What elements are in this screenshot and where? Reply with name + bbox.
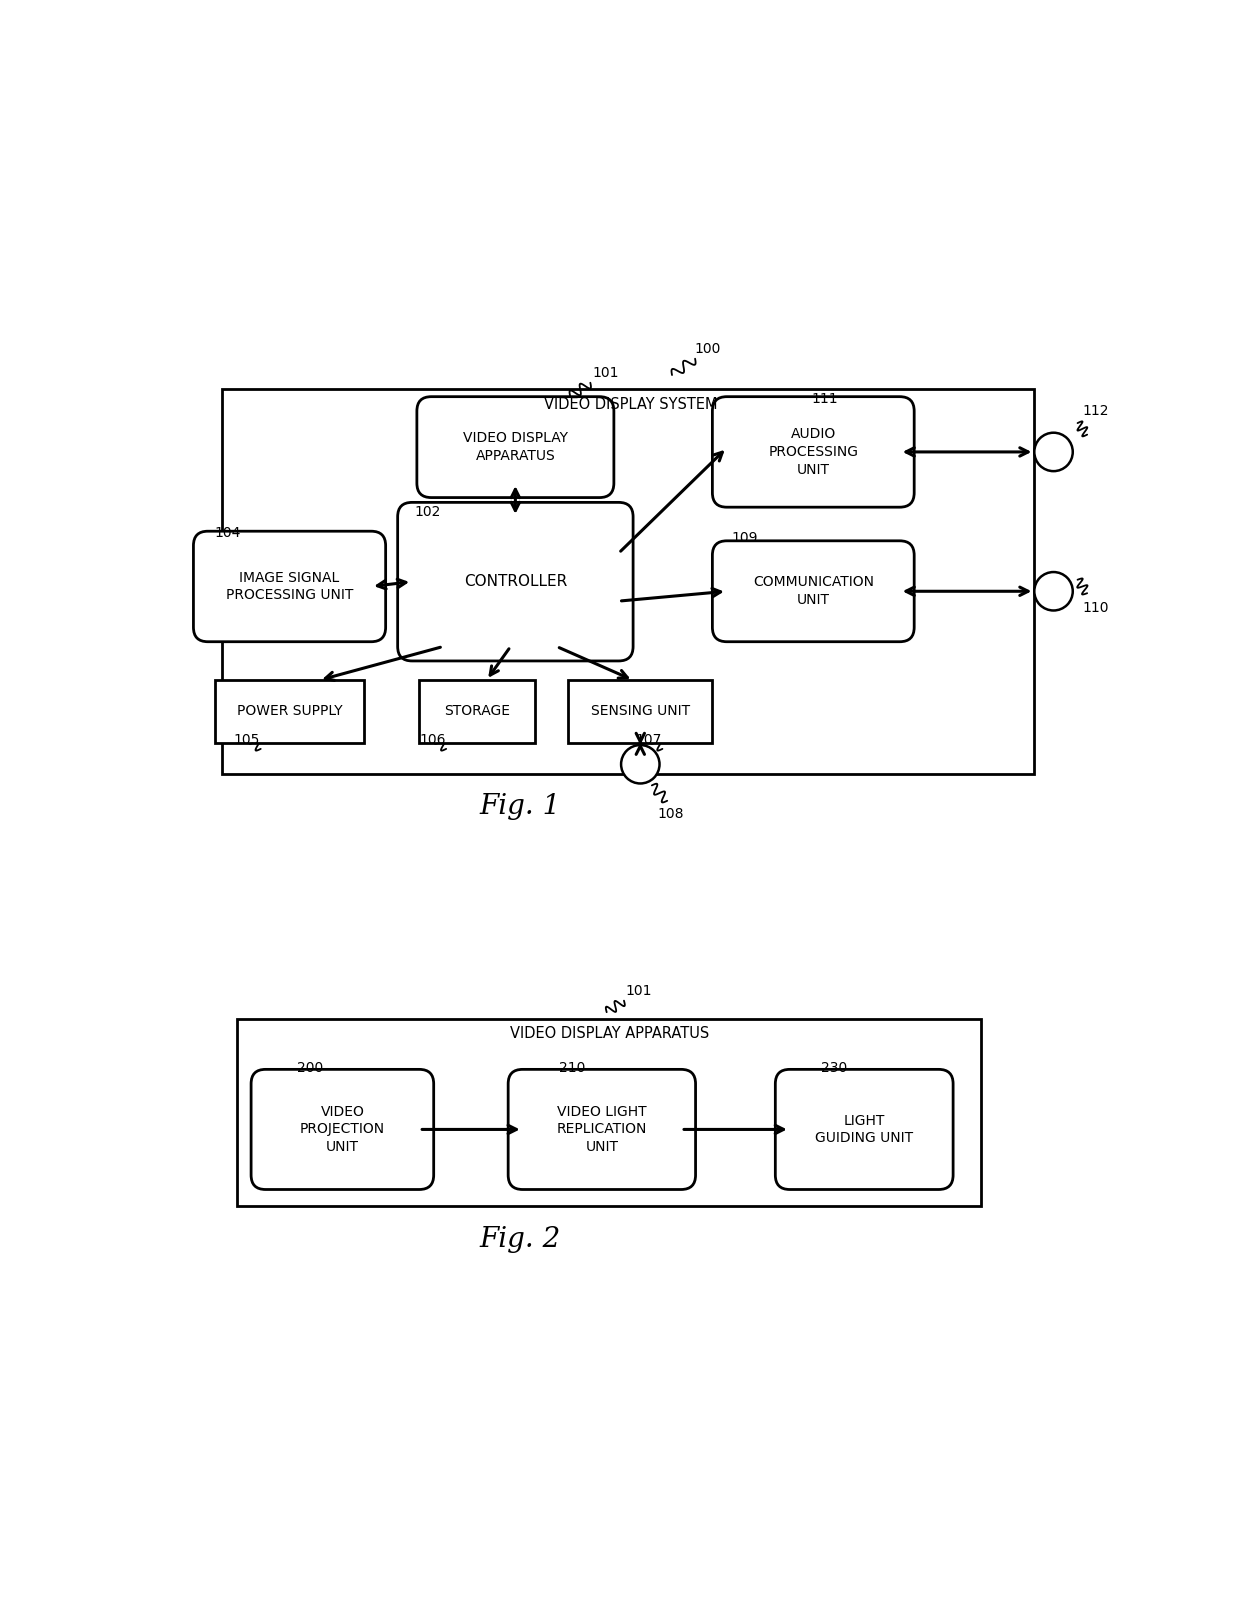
Circle shape <box>1034 572 1073 611</box>
Text: VIDEO DISPLAY SYSTEM: VIDEO DISPLAY SYSTEM <box>544 397 718 413</box>
Text: SENSING UNIT: SENSING UNIT <box>590 705 689 718</box>
Text: VIDEO
PROJECTION
UNIT: VIDEO PROJECTION UNIT <box>300 1105 384 1154</box>
Text: 108: 108 <box>657 807 684 822</box>
Text: 112: 112 <box>1083 405 1109 419</box>
Text: CONTROLLER: CONTROLLER <box>464 574 567 588</box>
Text: 104: 104 <box>215 526 241 540</box>
Text: 102: 102 <box>414 505 441 520</box>
Text: 110: 110 <box>1083 601 1109 616</box>
Text: LIGHT
GUIDING UNIT: LIGHT GUIDING UNIT <box>815 1113 914 1145</box>
Bar <box>215 680 365 742</box>
Text: 101: 101 <box>593 366 619 381</box>
Text: VIDEO LIGHT
REPLICATION
UNIT: VIDEO LIGHT REPLICATION UNIT <box>557 1105 647 1154</box>
Text: IMAGE SIGNAL
PROCESSING UNIT: IMAGE SIGNAL PROCESSING UNIT <box>226 571 353 603</box>
Text: AUDIO
PROCESSING
UNIT: AUDIO PROCESSING UNIT <box>769 427 858 477</box>
FancyBboxPatch shape <box>250 1070 434 1190</box>
FancyBboxPatch shape <box>398 502 634 660</box>
Text: VIDEO DISPLAY
APPARATUS: VIDEO DISPLAY APPARATUS <box>463 432 568 464</box>
FancyBboxPatch shape <box>713 397 914 507</box>
Circle shape <box>621 745 660 784</box>
Text: Fig. 2: Fig. 2 <box>480 1225 560 1252</box>
Circle shape <box>1034 433 1073 472</box>
Text: 100: 100 <box>694 342 720 357</box>
Text: VIDEO DISPLAY APPARATUS: VIDEO DISPLAY APPARATUS <box>510 1025 709 1041</box>
FancyBboxPatch shape <box>417 397 614 497</box>
Text: Fig. 1: Fig. 1 <box>480 793 560 820</box>
FancyBboxPatch shape <box>508 1070 696 1190</box>
Text: 109: 109 <box>732 531 758 545</box>
Bar <box>237 1019 982 1206</box>
Text: STORAGE: STORAGE <box>444 705 510 718</box>
Bar <box>568 680 712 742</box>
Text: 107: 107 <box>635 732 662 747</box>
Text: 111: 111 <box>811 392 838 406</box>
FancyBboxPatch shape <box>775 1070 954 1190</box>
Text: COMMUNICATION
UNIT: COMMUNICATION UNIT <box>753 576 874 608</box>
Text: 210: 210 <box>558 1060 585 1075</box>
Bar <box>419 680 534 742</box>
Text: 200: 200 <box>298 1060 324 1075</box>
FancyBboxPatch shape <box>193 531 386 641</box>
FancyBboxPatch shape <box>713 540 914 641</box>
Text: 106: 106 <box>419 732 445 747</box>
Text: 230: 230 <box>821 1060 847 1075</box>
Text: POWER SUPPLY: POWER SUPPLY <box>237 705 342 718</box>
Bar <box>222 390 1034 774</box>
Text: 101: 101 <box>626 983 652 998</box>
Text: 105: 105 <box>234 732 260 747</box>
